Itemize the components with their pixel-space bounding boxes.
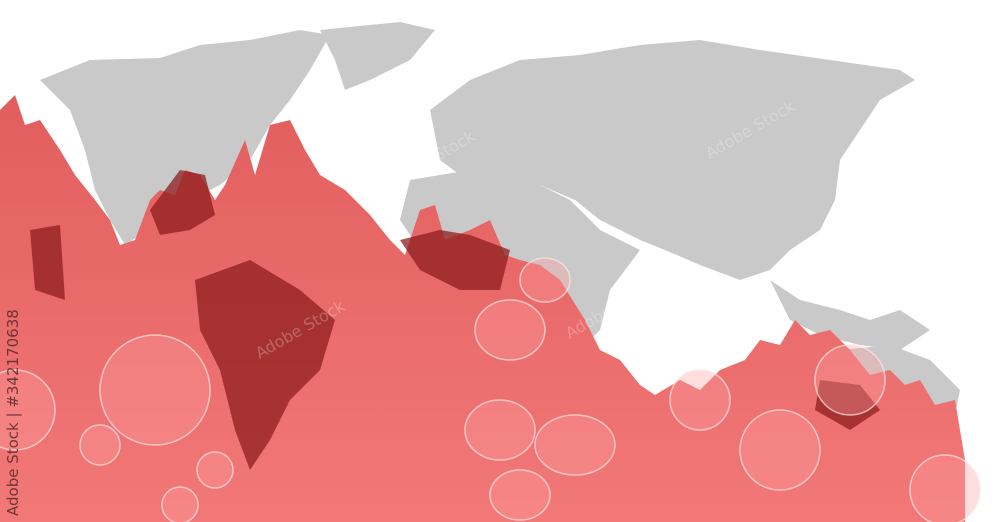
greenland: [320, 22, 435, 90]
eurasia: [430, 40, 915, 280]
dark-regions: [30, 170, 880, 470]
stock-credit: Adobe Stock | #342170638: [4, 309, 22, 516]
blood-cells: [0, 257, 981, 522]
north-america: [40, 30, 330, 245]
southeast-asia: [770, 280, 930, 350]
